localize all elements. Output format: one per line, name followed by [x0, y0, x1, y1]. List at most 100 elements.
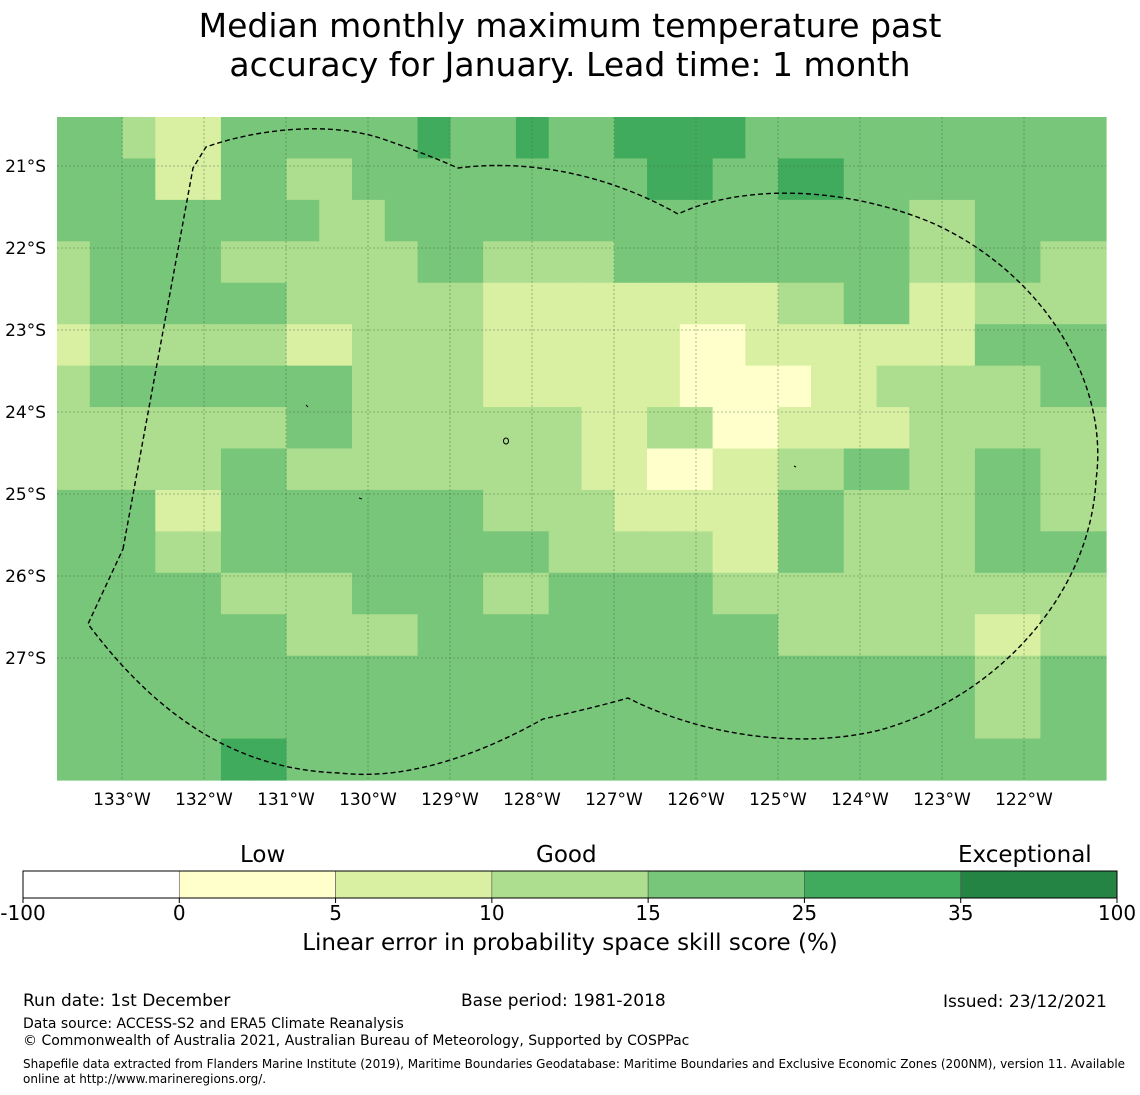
grid-cell: [253, 324, 288, 367]
grid-cell: [122, 117, 156, 160]
grid-cell: [384, 572, 419, 615]
grid-cell: [778, 531, 812, 574]
grid-cell: [614, 738, 648, 781]
grid-cell: [352, 572, 386, 615]
grid-cell: [286, 365, 320, 408]
colorbar-tick-label: 35: [948, 901, 973, 925]
grid-cell: [384, 489, 419, 532]
grid-cell: [417, 614, 451, 657]
grid-cell: [974, 158, 1009, 201]
grid-cell: [1040, 282, 1074, 325]
grid-cell: [843, 572, 878, 615]
latitude-label: 24°S: [5, 403, 46, 423]
grid-cell: [417, 407, 451, 450]
longitude-label: 131°W: [257, 790, 315, 810]
grid-cell: [384, 448, 419, 491]
grid-cell: [57, 572, 91, 615]
colorbar-segment: [960, 870, 1118, 899]
grid-cell: [712, 614, 747, 657]
grid-cell: [286, 324, 320, 367]
category-low-label: Low: [240, 842, 286, 868]
longitude-label: 124°W: [831, 790, 889, 810]
colorbar-tick-label: 0: [173, 901, 186, 925]
grid-cell: [155, 531, 189, 574]
grid-cell: [909, 407, 943, 450]
grid-cell: [614, 158, 648, 201]
grid-cell: [57, 365, 91, 408]
grid-cell: [843, 282, 878, 325]
grid-cell: [253, 158, 288, 201]
grid-cell: [220, 324, 255, 367]
grid-cell: [810, 407, 845, 450]
grid-cell: [384, 531, 419, 574]
grid-cell: [417, 655, 451, 698]
grid-cell: [745, 572, 779, 615]
grid-cell: [384, 324, 419, 367]
grid-cell: [647, 738, 681, 781]
grid-cell: [1073, 117, 1107, 160]
grid-cell: [679, 697, 714, 740]
grid-cell: [942, 655, 976, 698]
grid-cell: [614, 199, 648, 242]
grid-cell: [89, 199, 124, 242]
colorbar-ticks: -100 0 5 10 15 25 35 100: [0, 898, 1136, 925]
grid-cell: [712, 158, 747, 201]
colorbar-tick-label: 100: [1098, 901, 1136, 925]
grid-cell: [712, 407, 747, 450]
grid-cell: [909, 531, 943, 574]
grid-cell: [253, 489, 288, 532]
grid-cell: [483, 655, 517, 698]
title-line-1: Median monthly maximum temperature past: [198, 6, 942, 45]
grid-cell: [515, 241, 550, 284]
grid-cell: [483, 448, 517, 491]
grid-cell: [122, 614, 156, 657]
grid-cell: [57, 282, 91, 325]
grid-cell: [450, 407, 484, 450]
grid-cell: [220, 282, 255, 325]
grid-cell: [810, 158, 845, 201]
grid-cell: [286, 199, 320, 242]
grid-cell: [89, 448, 124, 491]
grid-cell: [286, 738, 320, 781]
grid-cell: [155, 241, 189, 284]
grid-cell: [220, 738, 255, 781]
grid-cell: [876, 117, 910, 160]
grid-cell: [188, 572, 222, 615]
grid-cell: [417, 738, 451, 781]
latitude-label: 22°S: [5, 239, 46, 259]
grid-cell: [122, 324, 156, 367]
grid-cell: [712, 199, 747, 242]
colorbar-tick-label: 25: [792, 901, 817, 925]
grid-cell: [220, 407, 255, 450]
grid-cell: [581, 117, 615, 160]
grid-cell: [483, 158, 517, 201]
grid-cell: [352, 117, 386, 160]
title-line-2: accuracy for January. Lead time: 1 month: [229, 45, 911, 84]
grid-cell: [810, 365, 845, 408]
grid-cell: [417, 448, 451, 491]
latitude-label: 21°S: [5, 157, 46, 177]
island-shape: [358, 497, 363, 500]
grid-cell: [352, 158, 386, 201]
grid-cell: [974, 117, 1009, 160]
grid-cell: [679, 365, 714, 408]
grid-cell: [778, 199, 812, 242]
grid-cell: [188, 448, 222, 491]
grid-cell: [89, 407, 124, 450]
grid-cell: [679, 655, 714, 698]
grid-cell: [253, 448, 288, 491]
grid-cell: [942, 407, 976, 450]
grid-cell: [352, 531, 386, 574]
grid-cell: [810, 489, 845, 532]
latitude-label: 26°S: [5, 567, 46, 587]
grid-cell: [745, 365, 779, 408]
grid-cell: [974, 241, 1009, 284]
grid-cell: [286, 531, 320, 574]
grid-cell: [974, 365, 1009, 408]
grid-cell: [843, 158, 878, 201]
grid-cell: [843, 531, 878, 574]
grid-cell: [1040, 365, 1074, 408]
grid-cell: [1073, 324, 1107, 367]
grid-cell: [515, 407, 550, 450]
grid-cell: [647, 199, 681, 242]
